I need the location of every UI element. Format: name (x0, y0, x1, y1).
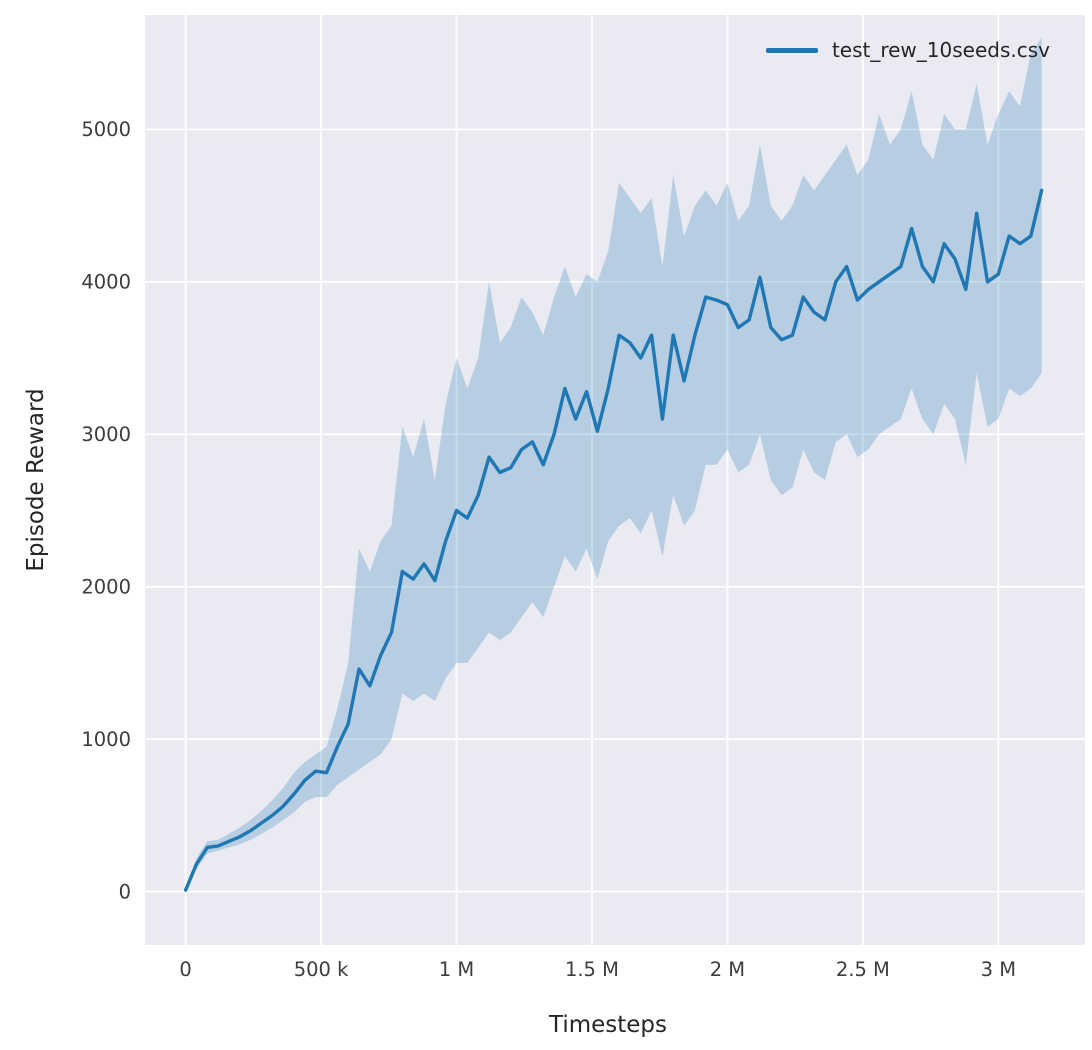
plot-background (145, 15, 1085, 945)
y-tick-label: 3000 (81, 423, 131, 446)
y-tick-label: 5000 (81, 118, 131, 141)
legend-line-swatch (765, 47, 818, 53)
y-tick-label: 0 (119, 880, 131, 903)
x-tick-label: 0 (179, 958, 191, 981)
mean-line (183, 188, 1044, 892)
legend-label: test_rew_10seeds.csv (831, 38, 1050, 62)
y-axis-label: Episode Reward (23, 388, 49, 572)
y-tick-label: 2000 (81, 576, 131, 599)
y-tick-label: 1000 (81, 728, 131, 751)
x-tick-label: 500 k (294, 958, 349, 981)
x-tick-label: 1.5 M (565, 958, 619, 981)
confidence-band (185, 37, 1042, 892)
x-tick-label: 2 M (710, 958, 745, 981)
x-tick-label: 2.5 M (836, 958, 890, 981)
x-axis-label: Timesteps (548, 1012, 668, 1038)
x-tick-label: 1 M (439, 958, 474, 981)
x-tick-label: 3 M (981, 958, 1016, 981)
legend: test_rew_10seeds.csv (765, 38, 1050, 62)
y-tick-label: 4000 (81, 271, 131, 294)
